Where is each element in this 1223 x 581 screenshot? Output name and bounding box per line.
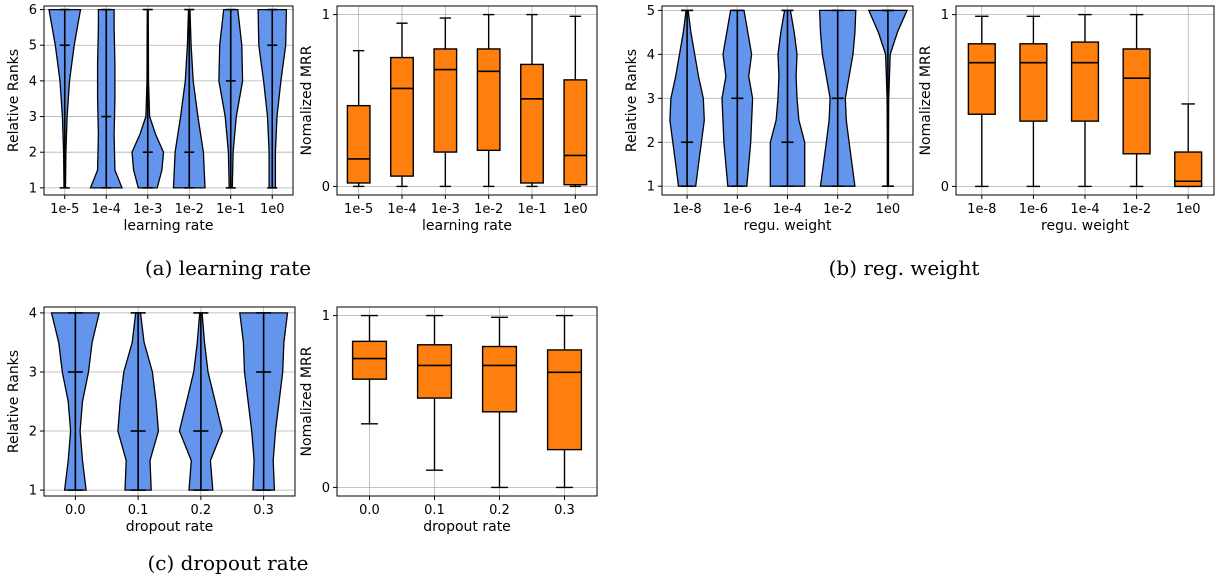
x-axis-label: regu. weight [1041,218,1129,234]
box-body [351,340,388,380]
y-tick-label: 2 [647,136,655,151]
caption-learning-rate: (a) learning rate [145,256,311,280]
y-tick-label: 0 [322,180,330,195]
y-tick-label: 1 [647,180,655,195]
box-body [1122,48,1151,155]
y-tick-label: 4 [29,74,37,89]
x-tick-label: 0.2 [191,503,212,518]
y-tick-label: 1 [941,8,949,23]
x-tick-label: 1e-1 [517,202,546,217]
x-tick-label: 1e0 [563,202,588,217]
x-tick-label: 1e-6 [1019,202,1048,217]
box-body [1070,41,1100,122]
caption-reg-weight: (b) reg. weight [829,256,980,280]
y-tick-label: 5 [29,39,37,54]
chart-panel-6: 0 1 0.0 0.1 0.2 0.3 dropout rate Nomalized MRR [299,306,598,535]
x-tick-label: 1e-3 [133,202,162,217]
y-axis-label: Relative Ranks [6,49,22,152]
box-body [476,48,501,152]
x-axis-label: regu. weight [744,218,832,234]
x-tick-label: 1e-5 [50,202,79,217]
box-body [390,56,414,177]
x-tick-label: 0.3 [554,503,575,518]
x-tick-label: 1e-8 [672,202,701,217]
y-tick-label: 1 [322,8,330,23]
y-axis-label: Nomalized MRR [299,45,315,155]
y-tick-label: 1 [322,309,330,324]
x-tick-label: 0.1 [424,503,445,518]
x-tick-label: 1e-2 [823,202,852,217]
box-body [433,48,458,153]
box-body [967,43,996,115]
x-tick-label: 1e-5 [344,202,373,217]
box-body [520,63,544,184]
x-tick-label: 0.1 [128,503,149,518]
chart-panel-3: 1 2 3 4 5 1e-8 1e-6 1e-4 1e-2 1e0 regu. weight Rela… [624,4,914,234]
y-tick-label: 2 [29,425,37,440]
y-tick-label: 4 [29,306,37,321]
x-tick-label: 1e-2 [474,202,503,217]
box-body [481,345,518,413]
y-tick-label: 0 [941,180,949,195]
plot-frame [43,5,294,196]
chart-panel-5: 1 2 3 4 0.0 0.1 0.2 0.3 dropout rate Relative Ran… [6,306,296,535]
y-tick-label: 4 [647,48,655,63]
x-tick-label: 1e-4 [1070,202,1099,217]
x-tick-label: 0.0 [65,503,86,518]
plot-frame [43,306,296,497]
x-tick-label: 1e-3 [431,202,460,217]
chart-panel-4: 0 1 1e-8 1e-6 1e-4 1e-2 1e0 regu. weight Nomaliz… [918,5,1215,234]
x-axis-label: dropout rate [126,519,214,535]
y-tick-label: 5 [647,4,655,19]
y-tick-label: 1 [29,484,37,499]
chart-panel-2: 0 1 1e-5 1e-4 1e-3 1e-2 1e-1 1e0 learning rate No… [299,5,598,234]
x-axis-label: learning rate [422,218,512,234]
x-tick-label: 1e-6 [723,202,752,217]
box-body [546,349,583,451]
x-tick-label: 0.2 [489,503,510,518]
y-axis-label: Nomalized MRR [918,45,934,155]
y-tick-label: 2 [29,146,37,161]
x-tick-label: 1e0 [260,202,285,217]
y-tick-label: 3 [647,92,655,107]
plot-frame [336,306,598,497]
x-tick-label: 1e0 [876,202,901,217]
x-tick-label: 1e-4 [773,202,802,217]
y-tick-label: 0 [322,481,330,496]
x-tick-label: 1e-2 [175,202,204,217]
x-tick-label: 1e-4 [387,202,416,217]
x-tick-label: 0.3 [253,503,274,518]
x-tick-label: 1e-2 [1122,202,1151,217]
caption-dropout-rate: (c) dropout rate [147,551,308,575]
x-axis-label: dropout rate [423,519,511,535]
box-body [563,79,588,186]
x-axis-label: learning rate [123,218,213,234]
chart-panel-1: 1 2 3 4 5 6 1e-5 1e-4 1e-3 1e-2 1e-1 1e0 learning ra… [6,3,294,234]
box-body [346,104,371,184]
x-tick-label: 1e-1 [216,202,245,217]
y-tick-label: 3 [29,110,37,125]
y-axis-label: Nomalized MRR [299,346,315,456]
chart-panels: 1 2 3 4 5 6 1e-5 1e-4 1e-3 1e-2 1e-1 1e0 learning ra… [6,3,1215,535]
box-body [1019,43,1048,122]
x-tick-label: 1e-4 [92,202,121,217]
x-tick-label: 0.0 [359,503,380,518]
y-tick-label: 3 [29,365,37,380]
x-tick-label: 1e0 [1176,202,1201,217]
y-axis-label: Relative Ranks [6,350,22,453]
plot-frame [336,5,598,196]
y-tick-label: 6 [29,3,37,18]
x-tick-label: 1e-8 [967,202,996,217]
y-tick-label: 1 [29,181,37,196]
y-axis-label: Relative Ranks [624,49,640,152]
box-body [416,344,453,399]
